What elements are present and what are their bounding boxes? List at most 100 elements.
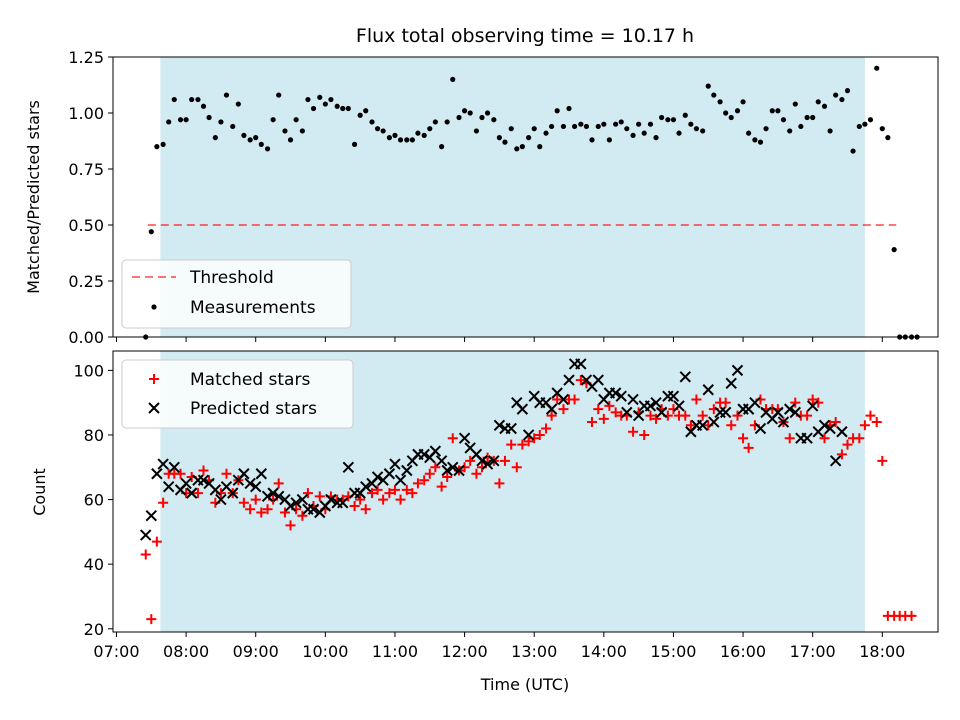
count-legend-box: [121, 359, 354, 429]
predicted-star-marker: [516, 403, 529, 415]
time-x-tick-label: 14:00: [581, 642, 627, 661]
predicted-star-marker: [592, 374, 604, 386]
measurement-point: [287, 137, 294, 143]
measurement-point: [351, 141, 358, 147]
matched-star-marker: [297, 510, 308, 521]
measurement-point: [409, 137, 415, 143]
matched-star-marker: [471, 468, 482, 479]
matched-star-marker: [175, 468, 186, 479]
matched-star-marker: [586, 417, 597, 428]
matched-star-marker: [691, 394, 702, 405]
matched-star-marker: [273, 478, 284, 489]
predicted-star-marker: [394, 474, 407, 486]
measurement-point: [624, 126, 630, 132]
predicted-star-marker: [337, 497, 349, 509]
measurement-legend-label: Measurements: [190, 298, 316, 318]
measurement-point: [746, 130, 752, 136]
matched-star-marker: [784, 433, 795, 444]
measurement-point: [317, 94, 323, 100]
measurement-point: [850, 148, 856, 154]
time-x-tick-label: 16:00: [720, 642, 766, 661]
measurement-point: [862, 121, 868, 127]
measurement-point: [432, 119, 438, 125]
time-x-tick-label: 17:00: [790, 642, 836, 661]
count-y-axis: 20 40 60 80 100: [73, 361, 113, 639]
predicted-star-marker: [383, 468, 396, 480]
measurement-point: [763, 126, 769, 132]
matched-star-marker: [314, 491, 325, 502]
measurement-point: [723, 110, 729, 116]
predicted-star-marker: [401, 464, 413, 477]
matched-star-marker: [877, 455, 888, 466]
matched-star-marker: [819, 433, 830, 444]
measurement-point: [322, 101, 328, 107]
matched-star-marker: [697, 410, 708, 421]
measurement-point: [369, 119, 375, 125]
measurement-point: [693, 126, 700, 132]
measurement-point: [613, 121, 619, 127]
measurement-point: [154, 144, 160, 150]
predicted-star-marker: [168, 461, 180, 473]
time-x-tick-label: 11:00: [372, 642, 418, 661]
measurement-point: [177, 117, 184, 123]
measurement-point: [676, 130, 682, 136]
predicted-star-marker: [824, 422, 836, 435]
matched-star-marker: [506, 439, 517, 450]
matched-star-marker: [558, 404, 569, 415]
matched-star-marker: [262, 504, 273, 515]
matched-legend-swatch: [149, 374, 159, 384]
matched-star-marker: [221, 468, 232, 479]
measurement-point: [456, 114, 462, 121]
predicted-star-marker: [806, 400, 819, 412]
count-legend: Matched stars Predicted stars: [121, 359, 354, 429]
predicted-star-marker: [754, 422, 767, 435]
measurement-point: [717, 99, 723, 105]
predicted-star-marker: [784, 403, 796, 415]
predicted-star-marker: [481, 458, 494, 470]
measurement-points: [143, 65, 920, 340]
measurement-point: [688, 121, 694, 127]
matched-star-marker: [499, 455, 510, 466]
measurement-point: [467, 110, 473, 116]
matched-star-marker: [610, 407, 621, 418]
measurement-point: [363, 108, 369, 114]
matched-star-marker: [639, 429, 650, 440]
matched-star-marker: [732, 410, 743, 421]
predicted-star-marker: [644, 400, 657, 412]
predicted-star-marker: [162, 480, 175, 493]
predicted-star-marker: [836, 426, 848, 438]
ratio-y-tick-label: 0.00: [68, 328, 104, 347]
measurement-point: [276, 92, 282, 98]
measurement-point: [787, 128, 793, 134]
predicted-star-marker: [244, 477, 256, 490]
predicted-star-marker: [215, 493, 227, 506]
matched-star-marker: [541, 423, 552, 434]
measurement-point: [601, 121, 607, 127]
measurement-point: [427, 126, 433, 132]
count-y-tick-label: 60: [84, 491, 104, 510]
matched-star-marker: [743, 442, 754, 453]
measurement-point: [769, 108, 775, 114]
predicted-star-marker: [458, 432, 471, 444]
predicted-star-marker: [749, 396, 761, 409]
matched-star-marker: [192, 488, 203, 499]
matched-star-marker: [604, 400, 615, 411]
predicted-star-marker: [180, 477, 192, 490]
predicted-legend-label: Predicted stars: [190, 399, 317, 419]
time-x-axis: 07:00 08:00 09:00 10:00 11:00 12:00 13:00 14:00…: [93, 632, 905, 661]
measurement-point: [682, 112, 688, 118]
matched-star-marker: [575, 375, 586, 386]
ratio-y-tick-label: 0.50: [68, 216, 104, 235]
measurement-point: [554, 108, 560, 114]
measurement-point: [798, 123, 804, 130]
count-y-tick-label: 40: [84, 555, 104, 574]
matched-star-marker: [355, 494, 366, 505]
measurement-point: [844, 88, 851, 94]
measurement-point: [195, 96, 201, 103]
chart-title: Flux total observing time = 10.17 h: [356, 25, 694, 47]
matched-star-marker: [424, 468, 435, 479]
matched-star-marker: [238, 497, 249, 508]
measurement-point: [560, 123, 567, 130]
measurement-point: [589, 137, 595, 143]
